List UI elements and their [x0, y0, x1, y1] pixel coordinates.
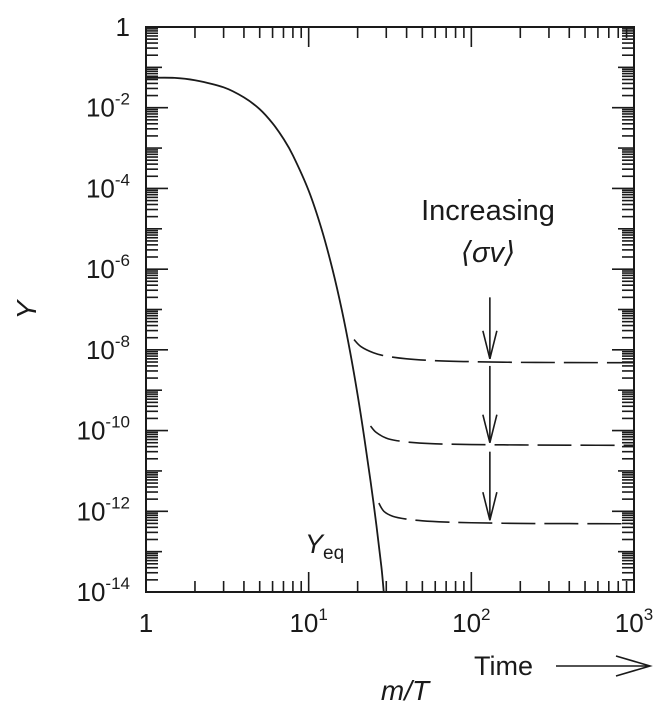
x-axis-label: m/T	[381, 675, 431, 706]
x-tick-label-base: 10	[615, 608, 644, 638]
increasing-arrow-2-head	[482, 492, 498, 521]
x-tick-label-base: 10	[289, 608, 318, 638]
y-tick-label: 1	[116, 12, 130, 42]
y-tick-label-exp: -6	[115, 251, 130, 270]
y-tick-label-base: 10	[77, 496, 106, 526]
freeze-out-curve-2	[369, 425, 634, 447]
time-arrow-head	[615, 655, 653, 677]
series-layer	[146, 76, 634, 592]
equilibrium-curve	[146, 76, 385, 592]
x-tick-label-exp: 2	[481, 605, 490, 624]
y-tick-label-base: 1	[116, 12, 130, 42]
y-axis-label: Y	[11, 298, 42, 319]
y-tick-label-base: 10	[86, 173, 115, 203]
plot-frame	[145, 26, 635, 593]
y-tick-label-exp: -12	[105, 493, 130, 512]
y-tick-label-exp: -14	[105, 574, 130, 593]
y-tick-label: 10-10	[77, 413, 131, 446]
x-tick-label: 102	[452, 605, 490, 638]
y-tick-label-base: 10	[86, 335, 115, 365]
x-tick-label: 1	[139, 608, 153, 638]
annotations: Increasing ⟨σv⟩ Yeq	[305, 195, 555, 564]
time-arrow: Time	[474, 651, 653, 681]
y-tick-label: 10-14	[77, 574, 131, 607]
y-eq-main: Y	[305, 529, 325, 559]
x-tick-label-exp: 1	[318, 605, 327, 624]
y-tick-label-base: 10	[86, 254, 115, 284]
y-tick-label: 10-4	[86, 170, 130, 203]
x-tick-label-base: 1	[139, 608, 153, 638]
x-tick-label: 101	[289, 605, 327, 638]
y-tick-label-exp: -8	[115, 332, 130, 351]
y-tick-label-base: 10	[77, 577, 106, 607]
time-label: Time	[474, 651, 533, 681]
increasing-label: Increasing	[421, 195, 555, 227]
y-tick-label: 10-8	[86, 332, 130, 365]
y-tick-label-base: 10	[77, 416, 106, 446]
y-eq-label: Yeq	[305, 529, 344, 564]
tick-labels: 1 101 102 103110-210-410-610-810-1010-1210-…	[77, 12, 654, 638]
tick-marks	[145, 26, 635, 593]
y-tick-label: 10-12	[77, 493, 131, 526]
y-tick-label: 10-2	[86, 90, 130, 123]
increasing-arrow-0-head	[482, 330, 498, 360]
freeze-out-curve-3	[378, 502, 634, 525]
y-tick-label-exp: -4	[115, 170, 130, 189]
sigma-v-label: ⟨σv⟩	[461, 237, 516, 269]
x-tick-label-exp: 3	[644, 605, 653, 624]
y-tick-label: 10-6	[86, 251, 130, 284]
y-tick-label-base: 10	[86, 93, 115, 123]
x-tick-label: 103	[615, 605, 653, 638]
y-tick-label-exp: -10	[105, 413, 130, 432]
x-tick-label-base: 10	[452, 608, 481, 638]
y-eq-sub: eq	[323, 543, 344, 564]
y-tick-label-exp: -2	[115, 90, 130, 109]
freeze-out-curve-1	[353, 338, 634, 364]
increasing-arrow-1-head	[482, 414, 498, 443]
